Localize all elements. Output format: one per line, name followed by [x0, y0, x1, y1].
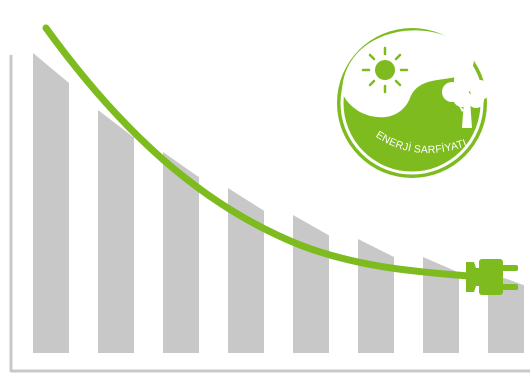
- power-plug: [466, 259, 518, 295]
- plug-prong-bottom: [502, 284, 518, 290]
- bar: [293, 215, 329, 353]
- plug-prong-top: [502, 265, 518, 271]
- bar: [163, 152, 199, 353]
- chart-axes: [9, 55, 530, 373]
- bar: [33, 53, 69, 353]
- bar: [228, 188, 264, 353]
- bar: [98, 110, 134, 353]
- bar: [423, 257, 459, 353]
- badge-swirl: [342, 30, 474, 118]
- bar: [358, 239, 394, 353]
- tree-icon: [442, 68, 490, 128]
- energy-badge: ENERJİ SARFİYATI: [337, 28, 490, 178]
- power-cable: [42, 24, 472, 280]
- sun-icon: [361, 46, 409, 94]
